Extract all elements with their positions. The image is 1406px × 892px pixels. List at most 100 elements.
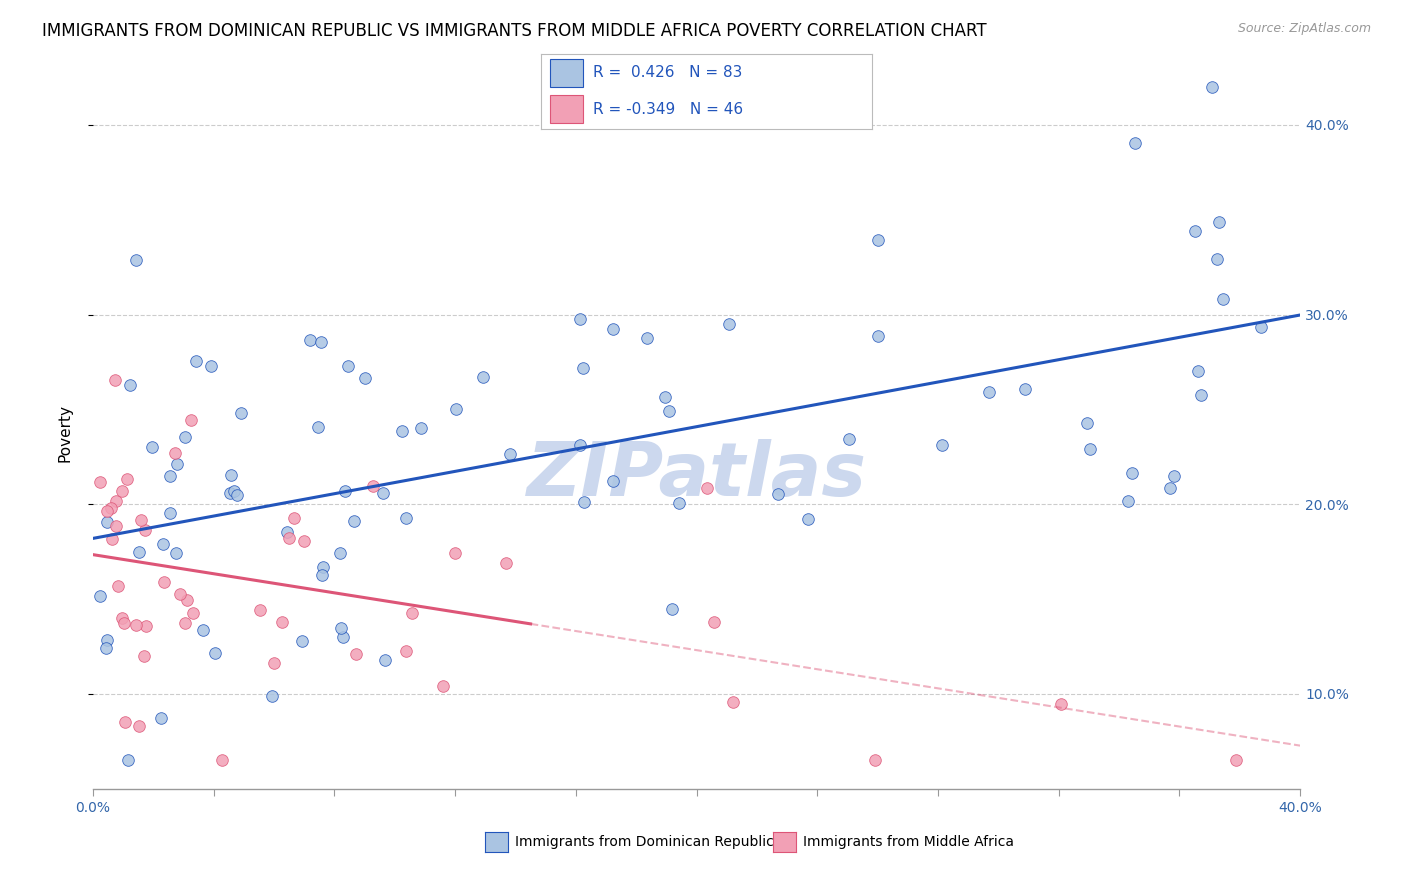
Point xyxy=(1078,442,1101,456)
Point xyxy=(229,405,252,419)
Text: R =  0.426   N = 83: R = 0.426 N = 83 xyxy=(592,65,742,80)
Point xyxy=(1184,224,1206,238)
Point xyxy=(292,533,315,548)
Point xyxy=(1076,417,1098,431)
Point xyxy=(636,331,658,345)
Point xyxy=(117,753,139,767)
Point xyxy=(866,328,889,343)
Point xyxy=(1205,252,1227,266)
Point xyxy=(658,404,681,418)
Point xyxy=(1121,467,1143,481)
Point xyxy=(135,618,157,632)
Point xyxy=(263,656,285,670)
Point xyxy=(105,494,128,508)
Point xyxy=(152,537,174,551)
Text: Immigrants from Middle Africa: Immigrants from Middle Africa xyxy=(803,835,1014,849)
Point xyxy=(931,438,953,452)
Point xyxy=(495,556,517,570)
Point xyxy=(472,369,495,384)
Point xyxy=(394,644,416,658)
Point xyxy=(128,545,150,559)
Point xyxy=(568,312,591,326)
Point xyxy=(153,574,176,589)
Point xyxy=(766,487,789,501)
Point xyxy=(115,472,138,486)
Point xyxy=(868,233,890,247)
Point xyxy=(181,606,204,620)
Bar xyxy=(550,95,582,123)
Point xyxy=(249,603,271,617)
Point xyxy=(602,474,624,488)
Point xyxy=(114,714,136,729)
Point xyxy=(696,481,718,495)
Point xyxy=(163,445,186,459)
Point xyxy=(1050,698,1073,712)
Point xyxy=(125,252,148,267)
Point xyxy=(602,322,624,336)
Point xyxy=(703,615,725,630)
Point xyxy=(1116,494,1139,508)
Point xyxy=(354,371,377,385)
Point xyxy=(444,401,467,416)
Point xyxy=(374,653,396,667)
Point xyxy=(107,579,129,593)
Point xyxy=(219,468,242,483)
Point xyxy=(96,504,118,518)
Text: IMMIGRANTS FROM DOMINICAN REPUBLIC VS IMMIGRANTS FROM MIDDLE AFRICA POVERTY CORR: IMMIGRANTS FROM DOMINICAN REPUBLIC VS IM… xyxy=(42,22,987,40)
Point xyxy=(260,689,283,703)
Point xyxy=(668,496,690,510)
Point xyxy=(180,412,202,426)
Text: R = -0.349   N = 46: R = -0.349 N = 46 xyxy=(592,102,742,117)
Point xyxy=(1208,214,1230,228)
Point xyxy=(111,611,134,625)
Point xyxy=(1250,320,1272,334)
Point xyxy=(571,360,593,375)
Bar xyxy=(550,59,582,87)
Point xyxy=(797,512,820,526)
Point xyxy=(89,475,111,489)
Point xyxy=(283,510,305,524)
Point xyxy=(219,486,242,500)
Point xyxy=(336,359,359,373)
Point xyxy=(1125,136,1147,150)
Point xyxy=(1014,382,1036,396)
Point xyxy=(134,649,156,664)
Point xyxy=(173,429,195,443)
Point xyxy=(329,546,352,560)
Point xyxy=(299,334,322,348)
Point xyxy=(309,335,332,350)
Point xyxy=(96,633,118,648)
Point xyxy=(371,486,394,500)
Text: Source: ZipAtlas.com: Source: ZipAtlas.com xyxy=(1237,22,1371,36)
Point xyxy=(89,589,111,603)
Point xyxy=(96,515,118,529)
Point xyxy=(498,447,520,461)
Point xyxy=(721,695,744,709)
Point xyxy=(204,647,226,661)
Point xyxy=(111,484,134,499)
Point xyxy=(104,373,127,387)
Point xyxy=(343,514,366,528)
Point xyxy=(311,559,333,574)
Point xyxy=(329,621,352,635)
Point xyxy=(270,615,292,629)
Point xyxy=(173,616,195,631)
Point xyxy=(838,432,860,446)
Point xyxy=(120,377,142,392)
Point xyxy=(222,483,245,498)
Point xyxy=(661,602,683,616)
Point xyxy=(395,510,418,524)
Point xyxy=(308,420,330,434)
Point xyxy=(225,488,247,502)
Point xyxy=(1211,293,1233,307)
Point xyxy=(569,437,592,451)
Point xyxy=(211,753,233,767)
Point xyxy=(332,630,354,644)
Point xyxy=(125,618,148,632)
Point xyxy=(391,424,413,438)
Point xyxy=(100,501,122,516)
Point xyxy=(361,478,384,492)
Point xyxy=(717,318,740,332)
Point xyxy=(149,711,172,725)
Text: Immigrants from Dominican Republic: Immigrants from Dominican Republic xyxy=(515,835,773,849)
